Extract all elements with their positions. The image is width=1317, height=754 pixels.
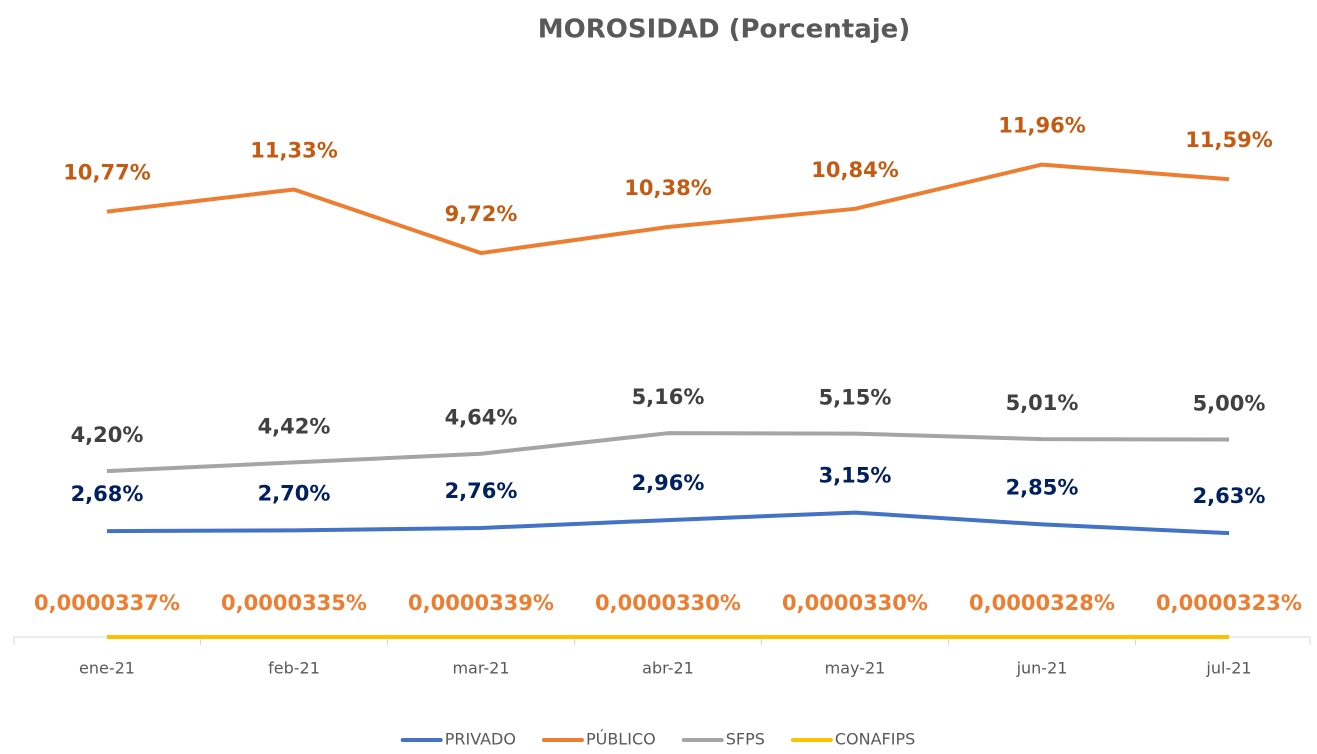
data-label: 0,0000339% [408, 591, 554, 615]
data-label: 4,64% [445, 406, 518, 430]
data-label: 0,0000328% [969, 591, 1115, 615]
series-line [107, 433, 1229, 471]
data-label: 4,42% [258, 414, 331, 438]
data-label: 4,20% [71, 423, 144, 447]
legend-label: PRIVADO [445, 730, 516, 749]
data-label: 0,0000323% [1156, 591, 1302, 615]
data-label: 10,77% [63, 161, 150, 185]
x-tick-label: jul-21 [1205, 659, 1251, 678]
data-label: 2,76% [445, 479, 518, 503]
x-tick-label: ene-21 [79, 659, 135, 678]
data-label: 5,01% [1006, 391, 1079, 415]
data-label: 11,59% [1185, 128, 1272, 152]
chart-title: MOROSIDAD (Porcentaje) [538, 15, 910, 45]
data-label: 2,96% [632, 471, 705, 495]
x-tick-label: feb-21 [268, 659, 320, 678]
x-tick-label: jun-21 [1016, 659, 1068, 678]
legend-label: SFPS [726, 730, 765, 749]
data-label: 2,70% [258, 481, 331, 505]
x-tick-label: may-21 [825, 659, 886, 678]
data-label: 10,84% [811, 158, 898, 182]
data-label: 9,72% [445, 202, 518, 226]
series-line [107, 513, 1229, 534]
data-label: 0,0000330% [782, 591, 928, 615]
data-label: 2,85% [1006, 475, 1079, 499]
data-label: 2,68% [71, 482, 144, 506]
legend-label: PÚBLICO [586, 730, 656, 749]
data-label: 5,15% [819, 386, 892, 410]
data-label: 10,38% [624, 176, 711, 200]
data-label: 5,00% [1193, 392, 1266, 416]
data-label: 3,15% [819, 464, 892, 488]
data-label: 0,0000337% [34, 591, 180, 615]
data-label: 0,0000330% [595, 591, 741, 615]
x-tick-label: abr-21 [642, 659, 694, 678]
x-tick-label: mar-21 [452, 659, 509, 678]
data-label: 5,16% [632, 385, 705, 409]
data-label: 11,96% [998, 114, 1085, 138]
legend-label: CONAFIPS [835, 730, 915, 749]
data-label: 0,0000335% [221, 591, 367, 615]
data-label: 2,63% [1193, 484, 1266, 508]
data-label: 11,33% [250, 138, 337, 162]
